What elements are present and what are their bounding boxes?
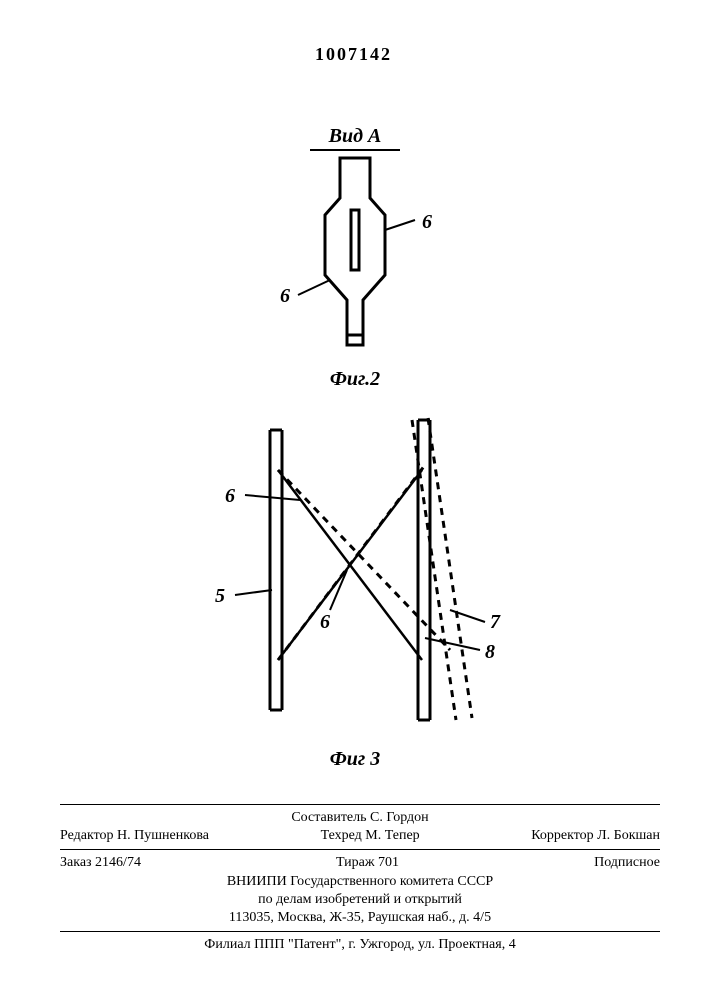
fig3-callout-6-lower: 6 — [320, 611, 330, 633]
fig3-callout-6-upper: 6 — [225, 485, 235, 507]
techred-label: Техред — [321, 828, 362, 843]
org-line-1: ВНИИПИ Государственного комитета СССР — [60, 873, 660, 891]
branch-line: Филиал ППП "Патент", г. Ужгород, ул. Про… — [60, 936, 660, 954]
org-address: 113035, Москва, Ж-35, Раушская наб., д. … — [60, 909, 660, 927]
fig3-callout-7: 7 — [490, 611, 501, 633]
rule — [60, 931, 660, 932]
footer-block: Составитель С. Гордон Редактор Н. Пушнен… — [60, 800, 660, 954]
order-number: Заказ 2146/74 — [60, 854, 141, 872]
circulation: Тираж 701 — [336, 854, 399, 872]
figure-2: Вид А 6 6 Фиг.2 — [250, 120, 460, 400]
rule — [60, 804, 660, 805]
editor-name: Н. Пушненкова — [117, 828, 209, 843]
doc-number: 1007142 — [0, 44, 707, 65]
fig3-callout-5: 5 — [215, 585, 225, 607]
org-line-2: по делам изобретений и открытий — [60, 891, 660, 909]
subscription: Подписное — [594, 854, 660, 872]
fig2-caption: Фиг.2 — [330, 368, 380, 390]
corrector-name: Л. Бокшан — [597, 828, 660, 843]
editor-label: Редактор — [60, 828, 114, 843]
fig3-callout-8: 8 — [485, 641, 495, 663]
fig2-callout-6-right: 6 — [422, 211, 432, 233]
patent-figure-page: 1007142 Вид А 6 6 Фиг.2 — [0, 0, 707, 1000]
fig2-view-label: Вид А — [328, 125, 382, 147]
figure-3: 6 5 6 7 8 Фиг 3 — [150, 400, 570, 780]
fig3-shape — [270, 418, 472, 720]
fig3-caption: Фиг 3 — [330, 748, 381, 770]
compiler-label: Составитель — [291, 810, 366, 825]
fig2-callout-6-left: 6 — [280, 285, 290, 307]
corrector-label: Корректор — [531, 828, 593, 843]
fig2-shape — [325, 158, 385, 345]
rule — [60, 849, 660, 850]
compiler-name: С. Гордон — [370, 810, 429, 825]
techred-name: М. Тепер — [365, 828, 419, 843]
